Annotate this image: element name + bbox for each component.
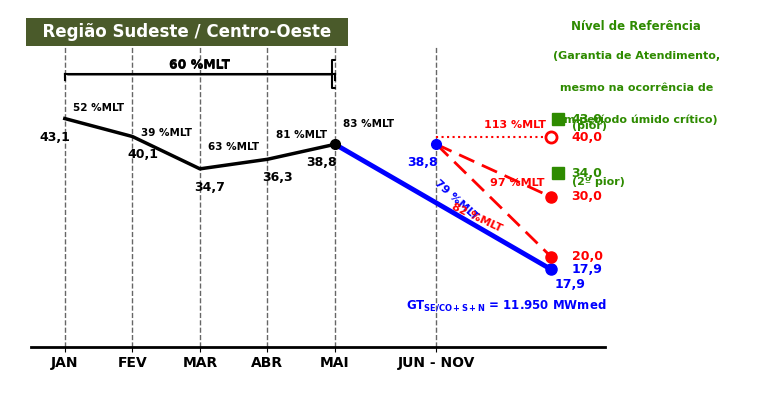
Text: 43,0: 43,0	[571, 113, 602, 126]
Text: 43,1: 43,1	[40, 130, 70, 143]
Text: GT$_{\mathregular{SE/CO+S+N}}$ = 11.950 MWmed: GT$_{\mathregular{SE/CO+S+N}}$ = 11.950 …	[406, 297, 606, 313]
Text: mesmo na ocorrência de: mesmo na ocorrência de	[559, 83, 713, 93]
Text: 30,0: 30,0	[571, 191, 602, 203]
Text: 97 %MLT: 97 %MLT	[490, 178, 545, 188]
Text: 34,7: 34,7	[195, 181, 226, 194]
Text: 79 %MLT: 79 %MLT	[433, 178, 480, 222]
Text: (pior): (pior)	[571, 121, 607, 131]
Text: 63 %MLT: 63 %MLT	[208, 142, 259, 152]
Text: 38,8: 38,8	[307, 156, 337, 169]
Text: 82 %MLT: 82 %MLT	[450, 202, 504, 234]
Text: 39 %MLT: 39 %MLT	[140, 128, 192, 138]
Text: 40,1: 40,1	[127, 149, 158, 162]
Text: 60 %MLT: 60 %MLT	[169, 59, 230, 72]
Text: 113 %MLT: 113 %MLT	[483, 120, 546, 130]
Text: 40,0: 40,0	[571, 131, 602, 143]
Text: 17,9: 17,9	[555, 279, 585, 292]
Text: 83 %MLT: 83 %MLT	[343, 119, 394, 129]
Text: 52 %MLT: 52 %MLT	[73, 102, 124, 113]
Text: (Garantia de Atendimento,: (Garantia de Atendimento,	[553, 51, 720, 61]
Text: 38,8: 38,8	[407, 156, 438, 169]
Text: Região Sudeste / Centro-Oeste: Região Sudeste / Centro-Oeste	[31, 23, 343, 41]
Text: Nível de Referência: Nível de Referência	[571, 20, 702, 33]
Text: 20,0: 20,0	[571, 251, 602, 263]
Text: 60 %MLT: 60 %MLT	[169, 58, 230, 71]
Text: 36,3: 36,3	[262, 171, 293, 184]
Text: 81 %MLT: 81 %MLT	[275, 130, 327, 140]
Text: um período úmido crítico): um período úmido crítico)	[556, 114, 717, 125]
Text: (2º pior): (2º pior)	[571, 177, 625, 187]
Text: 17,9: 17,9	[571, 263, 602, 276]
Text: 34,0: 34,0	[571, 167, 602, 180]
